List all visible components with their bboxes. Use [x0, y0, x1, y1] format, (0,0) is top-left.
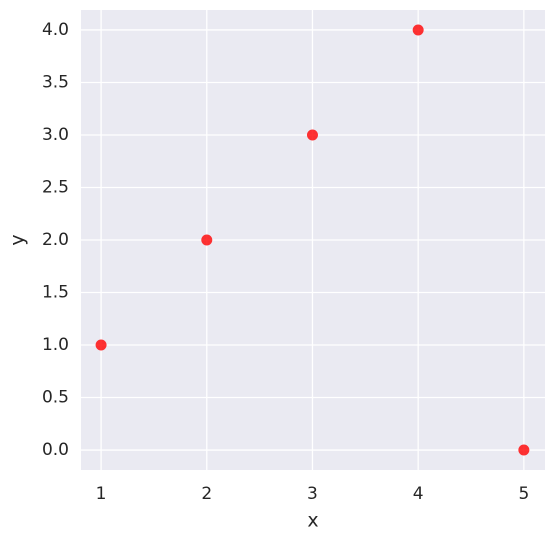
- y-tick-label: 3.5: [42, 72, 69, 92]
- point: [201, 234, 213, 246]
- y-tick-label: 0.5: [42, 388, 69, 408]
- point: [518, 444, 530, 456]
- x-tick-label: 5: [518, 484, 529, 504]
- y-tick-label: 0.0: [42, 440, 69, 460]
- y-tick-label: 1.0: [42, 335, 69, 355]
- x-tick-label: 1: [96, 484, 107, 504]
- point: [412, 24, 424, 36]
- y-axis-label: y: [7, 234, 29, 245]
- y-tick-label: 2.0: [42, 230, 69, 250]
- x-axis-label: x: [307, 510, 318, 532]
- y-tick-label: 2.5: [42, 177, 69, 197]
- x-tick-label: 3: [307, 484, 318, 504]
- y-tick-label: 1.5: [42, 283, 69, 303]
- y-tick-label: 4.0: [42, 20, 69, 40]
- point: [95, 339, 107, 351]
- point: [306, 129, 318, 141]
- y-tick-label: 3.0: [42, 125, 69, 145]
- x-tick-label: 4: [413, 484, 424, 504]
- x-tick-label: 2: [201, 484, 212, 504]
